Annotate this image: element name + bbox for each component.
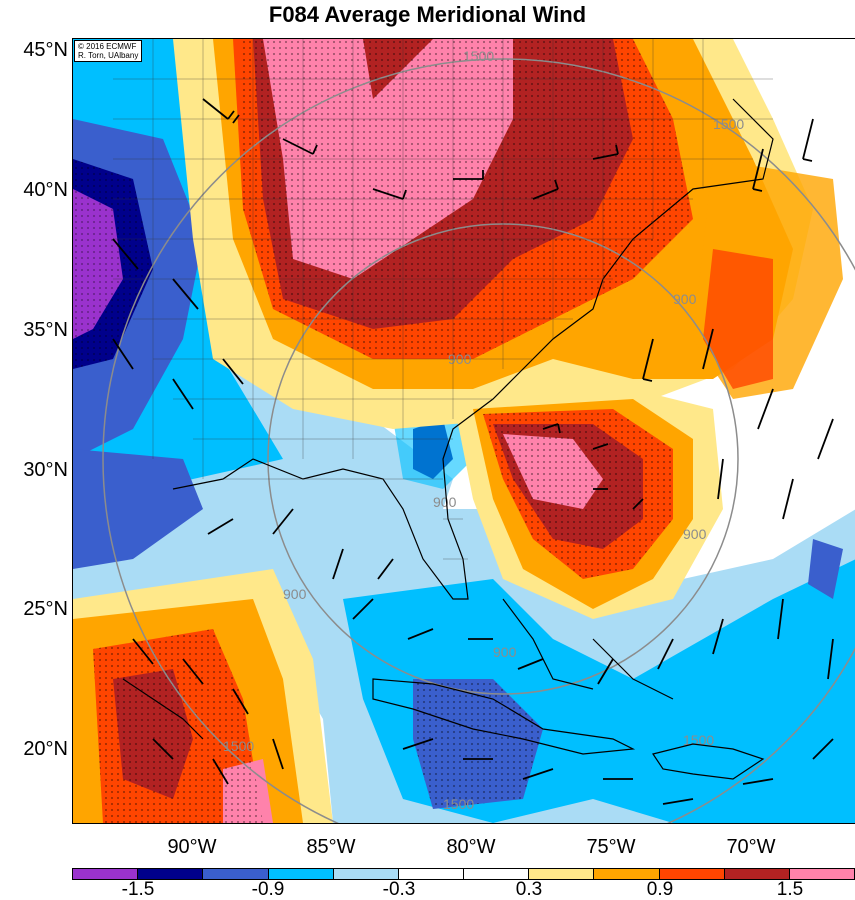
chart-title: F084 Average Meridional Wind bbox=[268, 2, 587, 27]
colorbar-swatch bbox=[333, 869, 399, 879]
us-east-coast bbox=[172, 98, 774, 600]
colorbar-label: 1.5 bbox=[776, 879, 804, 900]
contour-label: 900 bbox=[433, 494, 457, 510]
contour-label: 900 bbox=[283, 586, 307, 602]
colorbar-swatch bbox=[529, 869, 595, 879]
map-panel: 1500 900 900 900 900 900 900 1500 1500 1… bbox=[72, 38, 855, 824]
east-red-orange bbox=[703, 249, 773, 389]
lon-label: 85°W bbox=[306, 836, 356, 858]
lat-label: 30°N bbox=[23, 459, 68, 481]
colorbar-swatch bbox=[464, 869, 530, 879]
colorbar-label: -0.3 bbox=[382, 879, 416, 900]
hispaniola bbox=[652, 743, 765, 780]
colorbar-swatch bbox=[659, 869, 725, 879]
colorbar-label: -1.5 bbox=[121, 879, 155, 900]
lon-label: 80°W bbox=[446, 836, 496, 858]
colorbar-label: 0.9 bbox=[646, 879, 674, 900]
lat-label: 40°N bbox=[23, 179, 68, 201]
lat-label: 20°N bbox=[23, 738, 68, 760]
contour-label: 900 bbox=[493, 644, 517, 660]
colorbar-swatch bbox=[138, 869, 204, 879]
colorbar-label: 0.3 bbox=[515, 879, 543, 900]
contour-label: 900 bbox=[673, 291, 697, 307]
credit-box: © 2016 ECMWF R. Torn, UAlbany bbox=[74, 40, 143, 62]
lat-label: 25°N bbox=[23, 598, 68, 620]
yucatan bbox=[122, 678, 204, 740]
contour-label: 1500 bbox=[713, 116, 744, 132]
contour-label: 900 bbox=[683, 526, 707, 542]
colorbar-swatch bbox=[73, 869, 139, 879]
map-svg: 1500 900 900 900 900 900 900 1500 1500 1… bbox=[73, 39, 855, 823]
wind-barbs bbox=[112, 98, 834, 805]
contour-label: 1500 bbox=[223, 738, 254, 754]
cuba bbox=[372, 678, 636, 755]
lat-label: 35°N bbox=[23, 319, 68, 341]
contour-label: 1500 bbox=[443, 796, 474, 812]
colorbar-label: -0.9 bbox=[251, 879, 285, 900]
lon-label: 75°W bbox=[586, 836, 636, 858]
colorbar-swatch bbox=[398, 869, 465, 879]
lat-label: 45°N bbox=[23, 39, 68, 61]
coastlines bbox=[122, 98, 774, 780]
colorbar bbox=[72, 868, 855, 880]
state-county-borders bbox=[113, 39, 773, 560]
lon-label: 90°W bbox=[167, 836, 217, 858]
east-medium-blue bbox=[808, 539, 843, 599]
contour-label: 1500 bbox=[463, 48, 494, 64]
colorbar-swatch bbox=[789, 869, 855, 879]
credit-line: R. Torn, UAlbany bbox=[78, 51, 139, 60]
southwest-medium-blue bbox=[73, 449, 203, 569]
colorbar-swatch bbox=[594, 869, 660, 879]
colorbar-swatch bbox=[724, 869, 790, 879]
colorbar-swatch bbox=[203, 869, 269, 879]
lon-label: 70°W bbox=[726, 836, 776, 858]
colorbar-swatch bbox=[268, 869, 334, 879]
credit-line: © 2016 ECMWF bbox=[78, 42, 137, 51]
contour-labels: 1500 900 900 900 900 900 900 1500 1500 1… bbox=[223, 48, 744, 812]
